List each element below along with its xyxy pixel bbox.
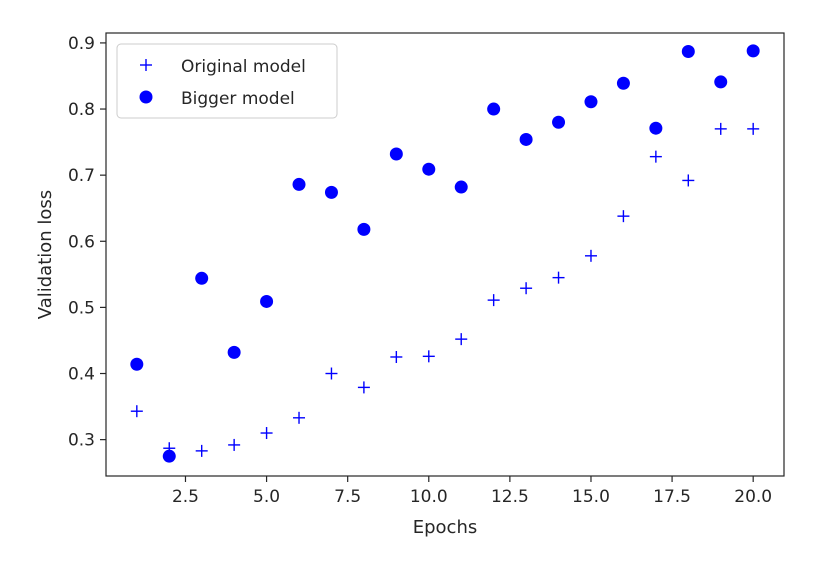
legend-plus-marker — [140, 59, 152, 71]
legend: Original model Bigger model — [116, 43, 338, 119]
plot-frame — [105, 32, 785, 477]
bigger-model-point — [389, 147, 403, 161]
original-model-point — [130, 405, 143, 418]
x-tick-label: 20.0 — [734, 487, 772, 507]
bigger-model-point — [519, 132, 533, 146]
y-tick-label: 0.6 — [68, 232, 95, 252]
original-model-point — [357, 381, 370, 394]
bigger-model-point — [681, 45, 695, 59]
legend-marker-plus — [140, 59, 152, 71]
bigger-model-point — [130, 357, 144, 371]
original-model-point — [260, 427, 273, 440]
original-model-point — [520, 282, 533, 295]
x-axis-label: Epochs — [413, 517, 478, 538]
original-model-point — [714, 122, 727, 135]
original-model-point — [228, 438, 241, 451]
bigger-model-point — [649, 121, 663, 135]
x-tick-label: 12.5 — [491, 487, 529, 507]
series-layer — [130, 44, 760, 463]
legend-box — [116, 43, 338, 119]
x-tick-label: 10.0 — [410, 487, 448, 507]
original-model-point — [422, 350, 435, 363]
bigger-model-point — [584, 95, 598, 109]
bigger-model-point — [616, 76, 630, 90]
bigger-model-point — [454, 180, 468, 194]
x-tick-label: 5.0 — [253, 487, 280, 507]
bigger-model-point — [487, 102, 501, 116]
bigger-model-point — [357, 222, 371, 236]
bigger-model-point — [714, 75, 728, 89]
x-tick-label: 17.5 — [653, 487, 691, 507]
original-model-point — [293, 411, 306, 424]
legend-label-original-model: Original model — [181, 57, 306, 77]
original-model-point — [325, 367, 338, 380]
bigger-model-point — [422, 162, 436, 176]
y-tick-label: 0.8 — [68, 100, 95, 120]
bigger-model-point — [162, 449, 176, 463]
original-model-point — [195, 444, 208, 457]
x-tick-label: 15.0 — [572, 487, 610, 507]
bigger-model-point — [746, 44, 760, 58]
original-model-point — [584, 249, 597, 262]
x-axis: 2.5 5.0 7.5 10.0 12.5 15.0 17.5 20.0 — [172, 476, 772, 507]
original-model-point — [617, 210, 630, 223]
legend-marker-circle — [139, 90, 153, 104]
y-tick-label: 0.3 — [68, 431, 95, 451]
original-model-point — [747, 122, 760, 135]
y-axis-label: Validation loss — [35, 190, 56, 319]
original-model-point — [649, 150, 662, 163]
x-tick-label: 7.5 — [334, 487, 361, 507]
original-model-point — [487, 294, 500, 307]
y-tick-label: 0.9 — [68, 34, 95, 54]
y-tick-label: 0.7 — [68, 166, 95, 186]
bigger-model-point — [227, 345, 241, 359]
original-model-point — [682, 174, 695, 187]
bigger-model-point — [552, 115, 566, 129]
original-model-point — [552, 271, 565, 284]
x-tick-label: 2.5 — [172, 487, 199, 507]
bigger-model-point — [324, 185, 338, 199]
legend-label-bigger-model: Bigger model — [181, 89, 295, 109]
y-axis: 0.3 0.4 0.5 0.6 0.7 0.8 0.9 — [68, 34, 106, 451]
legend-circle-marker — [139, 90, 153, 104]
y-tick-label: 0.5 — [68, 298, 95, 318]
bigger-model-point — [260, 294, 274, 308]
original-model-point — [455, 333, 468, 346]
original-model-point — [390, 350, 403, 363]
y-tick-label: 0.4 — [68, 365, 95, 385]
bigger-model-point — [292, 177, 306, 191]
bigger-model-point — [195, 271, 209, 285]
